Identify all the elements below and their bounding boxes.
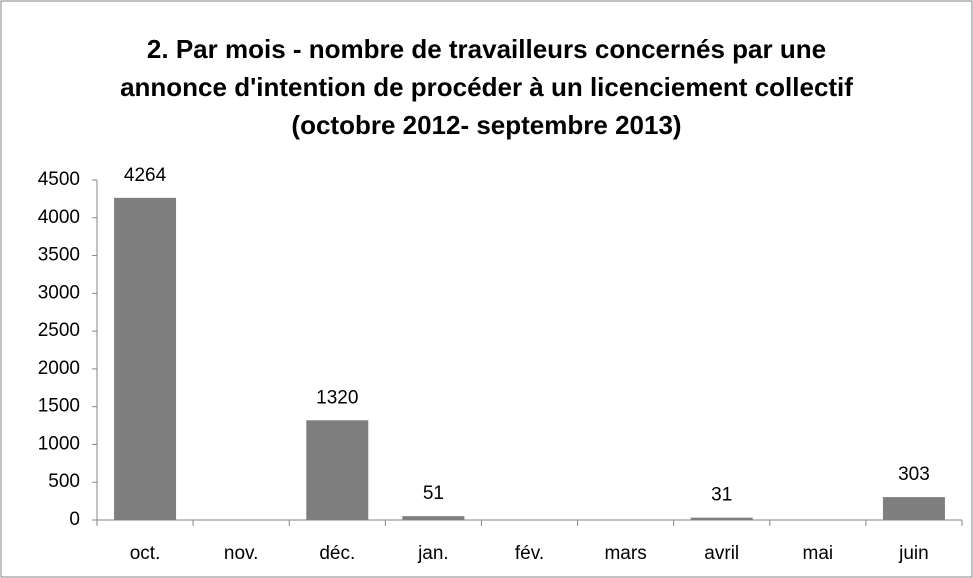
bar: [114, 197, 177, 520]
y-tick-label: 2500: [38, 320, 80, 341]
data-label: 1320: [316, 387, 358, 408]
bar: [882, 497, 945, 520]
y-tick-label: 4000: [38, 207, 80, 228]
data-label: 4264: [124, 165, 167, 186]
x-tick-label: nov.: [224, 543, 259, 564]
x-tick-label: jan.: [417, 543, 449, 564]
y-tick-label: 2000: [38, 358, 80, 379]
x-tick-label: déc.: [319, 543, 355, 564]
y-tick-label: 1500: [38, 396, 80, 417]
x-tick-label: oct.: [130, 543, 161, 564]
x-tick-label: mars: [604, 543, 646, 564]
y-tick-label: 3000: [38, 282, 80, 303]
chart-title: 2. Par mois - nombre de travailleurs con…: [120, 34, 853, 140]
x-tick-label: avril: [704, 543, 739, 564]
y-tick-label: 1000: [38, 433, 80, 454]
data-label: 303: [898, 464, 930, 485]
x-tick-label: juin: [898, 543, 929, 564]
bar: [690, 517, 753, 520]
y-tick-label: 3500: [38, 245, 80, 266]
y-tick-label: 4500: [38, 169, 80, 190]
x-tick-label: mai: [803, 543, 834, 564]
bar: [402, 516, 465, 520]
x-tick-label: fév.: [515, 543, 544, 564]
data-label: 31: [711, 485, 732, 506]
y-tick-label: 0: [69, 509, 80, 530]
y-tick-label: 500: [48, 471, 80, 492]
bar: [306, 420, 369, 520]
data-label: 51: [423, 483, 444, 504]
